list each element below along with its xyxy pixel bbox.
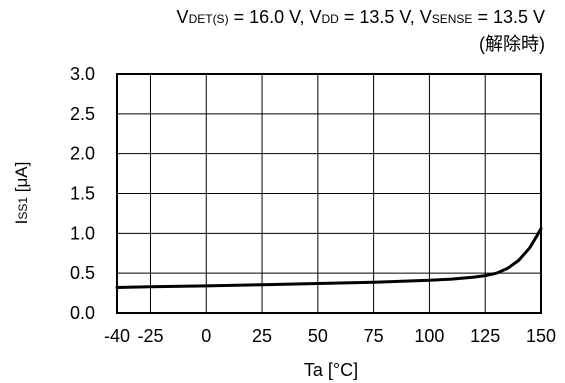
series-line (115, 227, 543, 289)
y-tick-label: 1.5 (70, 184, 95, 204)
y-tick-label: 3.0 (70, 64, 95, 84)
x-tick-labels: -40 -25 0 25 50 75 100 125 150 (104, 326, 556, 346)
x-tick-label: 50 (308, 326, 328, 346)
x-tick-label: 100 (414, 326, 444, 346)
x-tick-label: -40 (104, 326, 130, 346)
x-tick-label: -25 (137, 326, 163, 346)
plot-frame (116, 73, 542, 314)
y-tick-labels: 3.0 2.5 2.0 1.5 1.0 0.5 0.0 (70, 64, 95, 323)
x-tick-label: 0 (201, 326, 211, 346)
x-tick-label: 75 (364, 326, 384, 346)
series-layer (115, 227, 543, 289)
y-tick-label: 1.0 (70, 223, 95, 243)
chart-subtitle: (解除時) (479, 34, 545, 54)
chart-title: VDET(S) = 16.0 V, VDD = 13.5 V, VSENSE =… (177, 7, 545, 27)
y-tick-label: 0.0 (70, 303, 95, 323)
x-tick-label: 125 (470, 326, 500, 346)
y-tick-label: 2.5 (70, 104, 95, 124)
y-tick-label: 0.5 (70, 263, 95, 283)
y-axis-label: ISS1 [μA] (12, 162, 31, 225)
x-axis-label: Ta [°C] (304, 360, 358, 380)
x-tick-label: 150 (526, 326, 556, 346)
y-tick-label: 2.0 (70, 144, 95, 164)
x-tick-label: 25 (252, 326, 272, 346)
